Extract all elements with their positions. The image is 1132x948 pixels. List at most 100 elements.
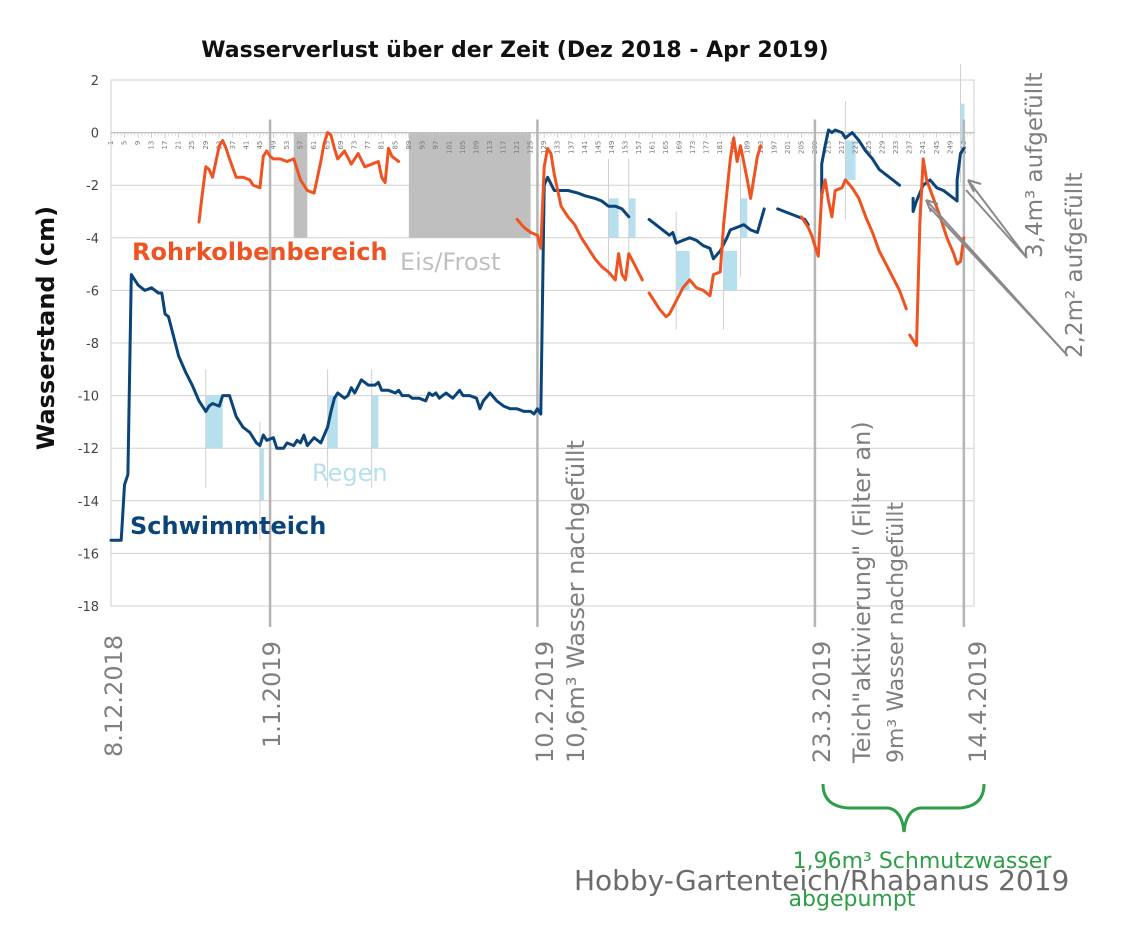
y-tick-label: -16 <box>78 547 99 562</box>
x-tick-label: 173 <box>689 141 697 154</box>
x-tick-label: 145 <box>594 141 602 154</box>
rain-band <box>205 395 223 449</box>
x-tick-label: 25 <box>188 141 196 150</box>
series-line-rohrkolbenbereich <box>515 146 644 282</box>
x-tick-label: 85 <box>391 141 399 150</box>
x-tick-label: 197 <box>770 141 778 154</box>
rain-band <box>628 198 636 238</box>
x-tick-label: 97 <box>432 141 440 150</box>
x-tick-label: 229 <box>879 141 887 154</box>
series-line-schwimmteich <box>911 146 966 213</box>
x-tick-label: 53 <box>283 141 291 150</box>
x-tick-label: 169 <box>676 141 684 154</box>
y-tick-label: -2 <box>86 179 99 194</box>
credit-text: Hobby-Gartenteich/Rhabanus 2019 <box>574 864 1070 897</box>
x-tick-label: 153 <box>621 141 629 154</box>
rain-band <box>259 448 264 501</box>
frost-band <box>408 132 531 238</box>
x-tick-label: 61 <box>310 141 318 150</box>
event-label-refill-2-2: 2,2m² aufgefüllt <box>1062 172 1088 358</box>
x-tick-label: 117 <box>500 141 508 154</box>
y-axis-label: Wasserstand (cm) <box>32 206 60 450</box>
plot-border <box>110 79 975 607</box>
x-tick-label: 201 <box>784 141 792 154</box>
label-rohrkolben: Rohrkolbenbereich <box>132 238 388 266</box>
arrow-2-2-second <box>929 207 1068 356</box>
x-tick-label: 21 <box>175 141 183 150</box>
rain-band <box>960 103 965 144</box>
event-label-refill-10-6: 10,6m³ Wasser nachgefüllt <box>562 440 590 763</box>
x-tick-label: 213 <box>824 141 832 154</box>
x-tick-label: 77 <box>364 141 372 150</box>
x-tick-label: 157 <box>635 141 643 154</box>
x-tick-label: 149 <box>608 141 616 154</box>
date-label-8-12-2018: 8.12.2018 <box>100 635 128 757</box>
annotation-arrows <box>925 179 1068 356</box>
x-tick-label: 217 <box>838 141 846 154</box>
y-tick-label: 0 <box>91 127 99 142</box>
x-tick-label: 141 <box>581 141 589 154</box>
x-tick-label: 89 <box>405 141 413 150</box>
rain-band <box>676 250 690 291</box>
event-label-refill-3-4: 3,4m³ aufgefüllt <box>1022 72 1048 258</box>
rain-band <box>371 395 379 449</box>
y-tick-label: -12 <box>78 442 99 457</box>
x-tick-label: 81 <box>378 141 386 150</box>
x-tick-label: 129 <box>540 141 548 154</box>
x-tick-label: 233 <box>892 141 900 154</box>
y-tick-label: -18 <box>78 600 99 615</box>
x-tick-label: 65 <box>324 141 332 150</box>
y-tick-label: -8 <box>86 337 99 352</box>
x-tick-labels: 1 5 9 13 17 21 25 29 33 37 41 45 49 53 57 61 65 69 73 77 81 8… <box>107 132 975 154</box>
label-schwimmteich: Schwimmteich <box>130 512 326 540</box>
y-tick-label: 2 <box>91 74 99 89</box>
x-tick-label: 17 <box>161 141 169 150</box>
x-tick-label: 237 <box>906 141 914 154</box>
x-tick-label: 137 <box>567 141 575 154</box>
label-regen: Regen <box>312 459 388 487</box>
brace-note-line1: 1,96m³ Schmutzwasser <box>793 849 1053 874</box>
x-tick-label: 49 <box>269 141 277 150</box>
rain-band <box>327 395 338 449</box>
label-eis-frost: Eis/Frost <box>400 248 500 276</box>
x-tick-label: 125 <box>527 141 535 154</box>
x-tick-label: 161 <box>648 141 656 154</box>
series-line-rohrkolbenbereich <box>908 157 966 348</box>
series-line-schwimmteich <box>820 128 901 200</box>
series-line-schwimmteich <box>647 207 766 261</box>
x-tick-label: 1 <box>107 141 115 145</box>
x-tick-label: 109 <box>473 141 481 154</box>
y-tick-label: -6 <box>86 284 99 299</box>
rain-band <box>740 198 748 238</box>
x-tick-label: 101 <box>445 141 453 154</box>
x-tick-label: 13 <box>148 141 156 150</box>
rain-band <box>845 140 856 180</box>
series-line-rohrkolbenbereich <box>647 136 763 319</box>
arrow-3-4-second <box>965 189 1028 259</box>
series-line-rohrkolbenbereich <box>197 131 401 224</box>
x-tick-label: 41 <box>242 141 250 150</box>
x-tick-label: 249 <box>946 141 954 154</box>
frost-band <box>293 132 308 238</box>
x-tick-label: 37 <box>229 141 237 150</box>
event-lines <box>268 119 966 628</box>
x-tick-label: 69 <box>337 141 345 150</box>
date-label-23-3-2019: 23.3.2019 <box>808 641 836 763</box>
x-tick-label: 9 <box>134 141 142 145</box>
series-line-rohrkolbenbereich <box>799 178 908 311</box>
arrow-3-4 <box>967 179 1028 259</box>
x-tick-label: 121 <box>513 141 521 154</box>
x-tick-label: 245 <box>933 141 941 154</box>
x-tick-label: 241 <box>919 141 927 154</box>
y-tick-label: -10 <box>78 390 99 405</box>
rain-band <box>608 198 619 238</box>
y-tick-labels: 2 0 -2 -4 -6 -8 -10 -12 -14 -16 -18 <box>78 74 99 615</box>
x-tick-label: 113 <box>486 141 494 154</box>
x-tick-label: 165 <box>662 141 670 154</box>
event-label-filter-on: Teich"aktivierung" (Filter an) <box>848 421 876 764</box>
frost-bands <box>293 132 531 238</box>
date-label-14-4-2019: 14.4.2019 <box>964 641 992 763</box>
y-tick-label: -4 <box>86 232 99 247</box>
x-tick-label: 189 <box>743 141 751 154</box>
